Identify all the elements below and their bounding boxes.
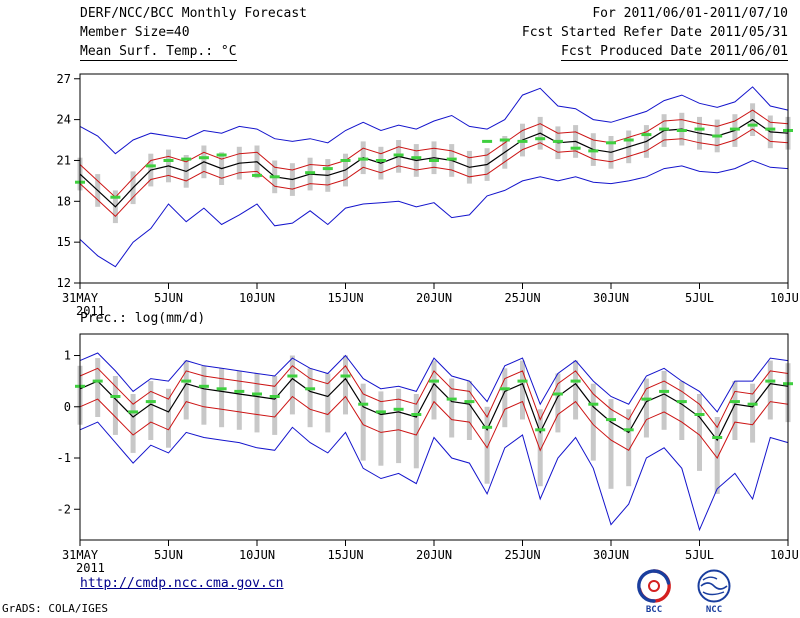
cmdp-url-link[interactable]: http://cmdp.ncc.cma.gov.cn: [80, 576, 284, 591]
svg-text:31MAY: 31MAY: [62, 548, 99, 562]
svg-text:2011: 2011: [76, 561, 105, 575]
svg-text:-1: -1: [57, 451, 71, 465]
svg-text:30JUN: 30JUN: [593, 291, 629, 305]
svg-text:0: 0: [64, 400, 71, 414]
bcc-logo: BCC: [632, 568, 676, 615]
ncc-globe-icon: [697, 569, 731, 603]
svg-text:21: 21: [57, 153, 71, 167]
svg-text:25JUN: 25JUN: [504, 291, 540, 305]
svg-text:10JUN: 10JUN: [239, 291, 275, 305]
ncc-logo: NCC: [692, 568, 736, 615]
member-size-label: Member Size=40: [80, 25, 190, 40]
svg-text:-2: -2: [57, 502, 71, 516]
svg-text:25JUN: 25JUN: [504, 548, 540, 562]
precipitation-chart: 1 0 -1 -2 31MAY 5JUN 10JUN 15JUN 20JUN 25JUN 30JUN…: [57, 333, 800, 575]
refer-date-label: Fcst Started Refer Date 2011/05/31: [521, 25, 788, 40]
svg-text:31MAY: 31MAY: [62, 291, 99, 305]
svg-text:2011: 2011: [76, 304, 105, 317]
svg-text:5JUN: 5JUN: [154, 291, 183, 305]
svg-text:5JUL: 5JUL: [685, 548, 714, 562]
svg-text:1: 1: [64, 349, 71, 363]
svg-text:30JUN: 30JUN: [593, 548, 629, 562]
bcc-swirl-icon: [637, 569, 671, 603]
bcc-logo-label: BCC: [645, 605, 663, 615]
svg-text:12: 12: [57, 276, 71, 290]
svg-text:15JUN: 15JUN: [327, 548, 363, 562]
forecast-range-label: For 2011/06/01-2011/07/10: [592, 6, 788, 21]
svg-text:20JUN: 20JUN: [416, 548, 452, 562]
logo-group: BCC NCC: [632, 568, 736, 615]
svg-text:15: 15: [57, 235, 71, 249]
temperature-chart: 12 15 18 21 24 27 31MAY 5JUN 10JUN 15JUN 20JUN 25JU…: [57, 72, 800, 317]
svg-text:24: 24: [57, 113, 71, 127]
svg-text:27: 27: [57, 72, 71, 86]
grads-credit: GrADS: COLA/IGES: [2, 602, 108, 615]
svg-text:20JUN: 20JUN: [416, 291, 452, 305]
svg-text:18: 18: [57, 194, 71, 208]
temp-chart-title: Mean Surf. Temp.: °C: [80, 44, 237, 61]
svg-text:15JUN: 15JUN: [327, 291, 363, 305]
svg-text:5JUN: 5JUN: [154, 548, 183, 562]
precip-chart-title: Prec.: log(mm/d): [80, 311, 206, 326]
ncc-logo-label: NCC: [705, 605, 723, 615]
produced-date-label: Fcst Produced Date 2011/06/01: [561, 44, 788, 61]
svg-text:5JUL: 5JUL: [685, 291, 714, 305]
svg-text:10JUL: 10JUL: [770, 548, 800, 562]
page-title: DERF/NCC/BCC Monthly Forecast: [80, 6, 307, 21]
svg-text:10JUN: 10JUN: [239, 548, 275, 562]
svg-text:10JUL: 10JUL: [770, 291, 800, 305]
